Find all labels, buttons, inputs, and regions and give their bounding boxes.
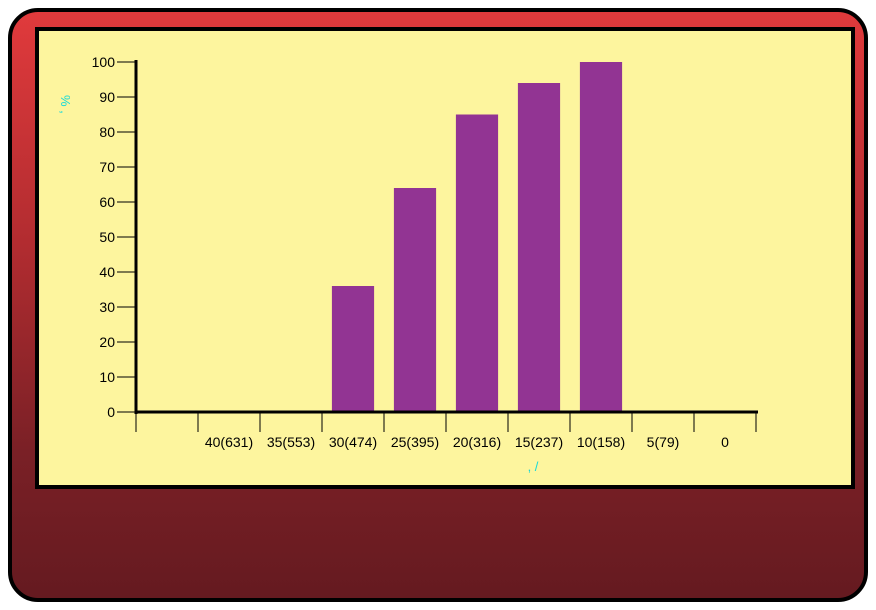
bar-20(316): [455, 114, 499, 412]
x-tick-label: 30(474): [329, 434, 377, 450]
y-tick-label: 0: [107, 404, 115, 420]
x-tick-label: 20(316): [453, 434, 501, 450]
x-tick-label: 40(631): [205, 434, 253, 450]
bar-25(395): [393, 188, 437, 412]
x-tick-label: 10(158): [577, 434, 625, 450]
bar-10(158): [579, 62, 623, 412]
y-tick-label: 100: [92, 54, 116, 70]
y-tick-label: 50: [99, 229, 115, 245]
y-tick-label: 20: [99, 334, 115, 350]
y-tick-label: 10: [99, 369, 115, 385]
y-tick-label: 90: [99, 89, 115, 105]
x-tick-label: 15(237): [515, 434, 563, 450]
x-tick-label: 35(553): [267, 434, 315, 450]
y-tick-label: 80: [99, 124, 115, 140]
y-axis-title: % ,: [58, 95, 73, 114]
y-tick-label: 60: [99, 194, 115, 210]
bar-30(474): [331, 286, 375, 412]
x-tick-label: 0: [721, 434, 729, 450]
x-tick-label: 25(395): [391, 434, 439, 450]
x-tick-label: 5(79): [647, 434, 680, 450]
bar-15(237): [517, 83, 561, 412]
y-tick-label: 70: [99, 159, 115, 175]
y-tick-label: 30: [99, 299, 115, 315]
x-axis-title: , /: [528, 459, 539, 474]
y-tick-label: 40: [99, 264, 115, 280]
